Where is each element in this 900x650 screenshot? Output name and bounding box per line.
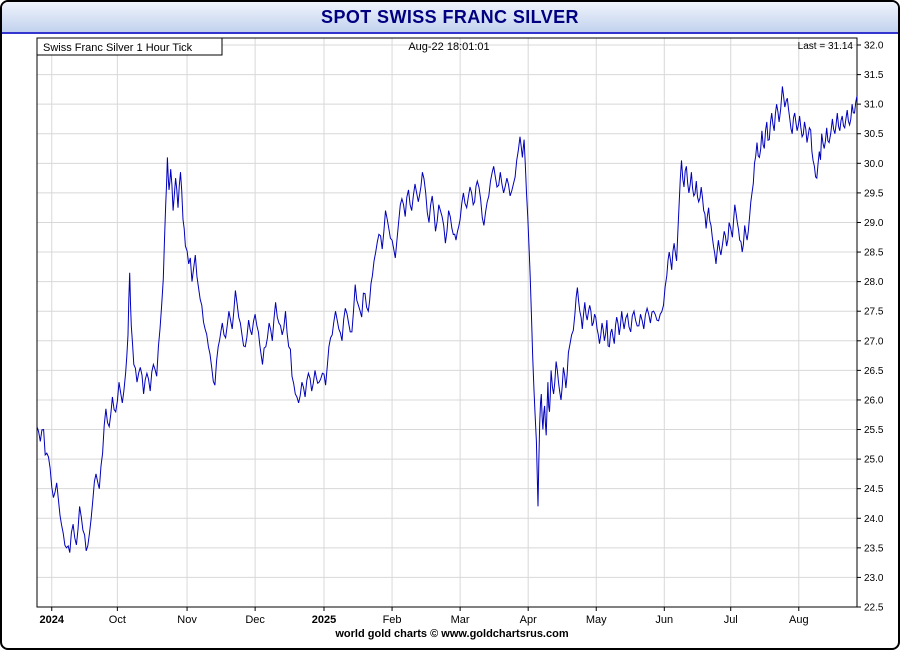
x-tick-label: Mar	[451, 614, 470, 626]
x-tick-label: 2025	[312, 614, 336, 626]
y-tick-label: 31.5	[864, 70, 884, 81]
page-title: SPOT SWISS FRANC SILVER	[321, 6, 579, 27]
series-label-box	[36, 37, 223, 56]
x-tick-label: Aug	[789, 614, 809, 626]
y-tick-label: 28.5	[864, 248, 884, 259]
x-tick-label: Apr	[520, 614, 537, 626]
price-chart: 32.0 31.5 31.0 30.5 30.0 29.5 29.0 28.5 28.0 27.5…	[36, 37, 884, 640]
axis-layer: 32.0 31.5 31.0 30.5 30.0 29.5 29.0 28.5 28.0 27.5…	[40, 41, 884, 627]
gridlines	[37, 38, 857, 608]
series-layer	[36, 86, 858, 553]
y-tick-label: 25.0	[864, 455, 884, 466]
y-tick-label: 24.0	[864, 514, 884, 525]
y-tick-label: 26.0	[864, 395, 884, 406]
plot-border	[36, 37, 858, 608]
y-tick-label: 25.5	[864, 425, 884, 436]
y-tick-label: 23.5	[864, 543, 884, 554]
y-tick-label: 26.5	[864, 366, 884, 377]
x-tick-label: Nov	[177, 614, 197, 626]
y-tick-label: 23.0	[864, 573, 884, 584]
y-tick-label: 27.5	[864, 307, 884, 318]
x-tick-label: Jun	[655, 614, 673, 626]
footer-credit: world gold charts © www.goldchartsrus.co…	[334, 628, 568, 640]
series-label: Swiss Franc Silver 1 Hour Tick	[43, 42, 193, 54]
y-tick-label: 29.5	[864, 188, 884, 199]
y-tick-label: 31.0	[864, 100, 884, 111]
y-tick-label: 30.0	[864, 159, 884, 170]
last-value: Last = 31.14	[798, 41, 854, 52]
x-tick-label: Feb	[383, 614, 402, 626]
timestamp: Aug-22 18:01:01	[408, 41, 489, 53]
y-tick-label: 27.0	[864, 336, 884, 347]
x-tick-label: May	[586, 614, 607, 626]
y-tick-label: 32.0	[864, 41, 884, 52]
x-tick-label: 2024	[40, 614, 65, 626]
x-tick-label: Oct	[109, 614, 126, 626]
y-tick-label: 24.5	[864, 484, 884, 495]
y-tick-label: 29.0	[864, 218, 884, 229]
x-tick-label: Dec	[245, 614, 265, 626]
y-tick-label: 30.5	[864, 129, 884, 140]
y-tick-label: 22.5	[864, 603, 884, 614]
y-tick-label: 28.0	[864, 277, 884, 288]
title-bar: SPOT SWISS FRANC SILVER	[2, 2, 898, 34]
x-tick-label: Jul	[724, 614, 738, 626]
price-line	[36, 86, 858, 553]
